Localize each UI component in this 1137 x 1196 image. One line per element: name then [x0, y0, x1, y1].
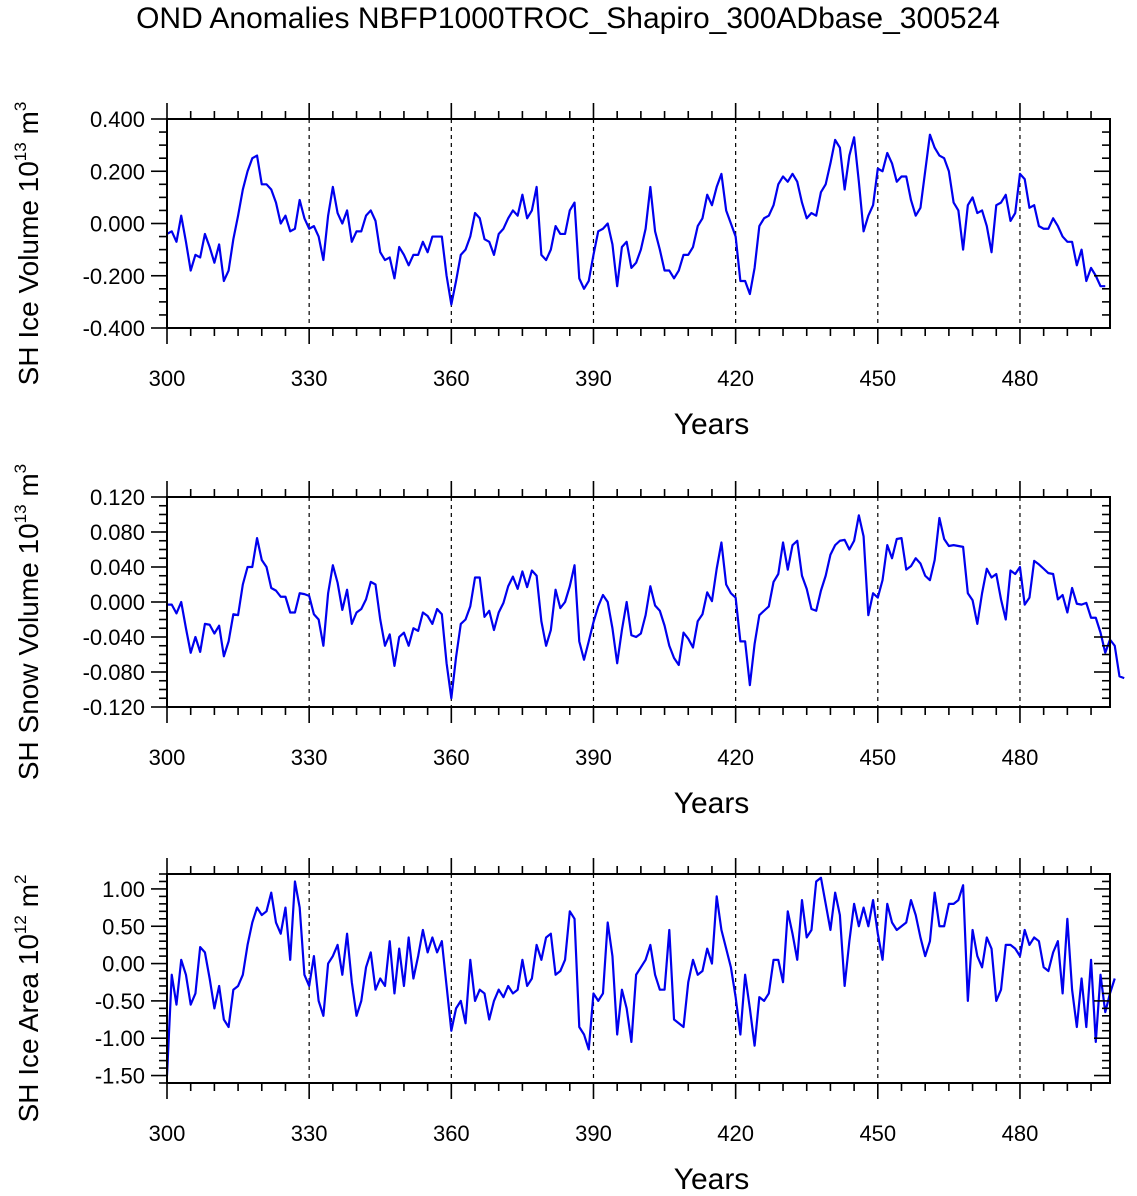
x-tick-label: 300: [149, 1121, 186, 1146]
panel-3: 300 330 360 390 420 450 480 -1.50 -1.00 -0.50 0.00…: [11, 858, 1116, 1196]
y-tick-label: -0.200: [83, 264, 145, 289]
y-tick-label: -1.00: [95, 1026, 145, 1051]
plot-frame: [166, 496, 1111, 708]
y-tick-label: 0.200: [90, 159, 145, 184]
panel-1: 300 330 360 390 420 450 480 -0.400 -0.200 0.000 0.…: [11, 102, 1111, 441]
series-line: [166, 133, 1106, 306]
x-tick-label: 450: [859, 366, 896, 391]
y-tick-label: 0.50: [102, 914, 145, 939]
x-tick-label: 420: [717, 366, 754, 391]
y-tick-label: -1.50: [95, 1064, 145, 1089]
y-axis-label: SH Ice Volume 1013 m3: [11, 102, 44, 386]
y-tick-label: 0.00: [102, 952, 145, 977]
y-tick-label: -0.400: [83, 316, 145, 341]
x-tick-label: 480: [1002, 745, 1039, 770]
x-tick-label: 450: [859, 745, 896, 770]
y-tick-label: 0.080: [90, 520, 145, 545]
x-axis-label: Years: [674, 787, 750, 820]
x-tick-label: 420: [717, 1121, 754, 1146]
x-tick-label: 480: [1002, 1121, 1039, 1146]
y-tick-label: -0.50: [95, 989, 145, 1014]
y-tick-label: -0.080: [83, 660, 145, 685]
figure-title: OND Anomalies NBFP1000TROC_Shapiro_300AD…: [136, 2, 1000, 35]
panel-2: 300 330 360 390 420 450 480 -0.120 -0.080 -0.040 0…: [11, 464, 1125, 820]
y-tick-label: -0.120: [83, 695, 145, 720]
x-tick-label: 390: [575, 1121, 612, 1146]
y-tick-label: 1.00: [102, 877, 145, 902]
x-tick-label: 390: [575, 745, 612, 770]
series-line: [167, 514, 1125, 700]
x-tick-label: 330: [291, 1121, 328, 1146]
x-tick-label: 360: [433, 1121, 470, 1146]
y-tick-label: 0.000: [90, 590, 145, 615]
y-tick-label: 0.000: [90, 212, 145, 237]
y-axis-label: SH Ice Area 1012 m2: [11, 875, 44, 1123]
x-tick-label: 300: [149, 366, 186, 391]
panels: 300 330 360 390 420 450 480 -0.400 -0.200 0.000 0.…: [11, 102, 1125, 1196]
x-tick-label: 360: [433, 366, 470, 391]
x-tick-label: 330: [291, 366, 328, 391]
x-tick-label: 450: [859, 1121, 896, 1146]
plot-frame: [166, 118, 1111, 329]
x-axis-label: Years: [674, 408, 750, 441]
y-tick-label: 0.400: [90, 107, 145, 132]
x-tick-label: 300: [149, 745, 186, 770]
x-axis-label: Years: [674, 1163, 750, 1196]
y-tick-label: 0.120: [90, 485, 145, 510]
y-tick-label: -0.040: [83, 625, 145, 650]
x-tick-label: 360: [433, 745, 470, 770]
x-tick-label: 330: [291, 745, 328, 770]
y-tick-label: 0.040: [90, 555, 145, 580]
y-axis-label: SH Snow Volume 1013 m3: [11, 464, 44, 780]
x-tick-label: 420: [717, 745, 754, 770]
x-tick-label: 480: [1002, 366, 1039, 391]
series-line: [165, 876, 1116, 1076]
x-tick-label: 390: [575, 366, 612, 391]
